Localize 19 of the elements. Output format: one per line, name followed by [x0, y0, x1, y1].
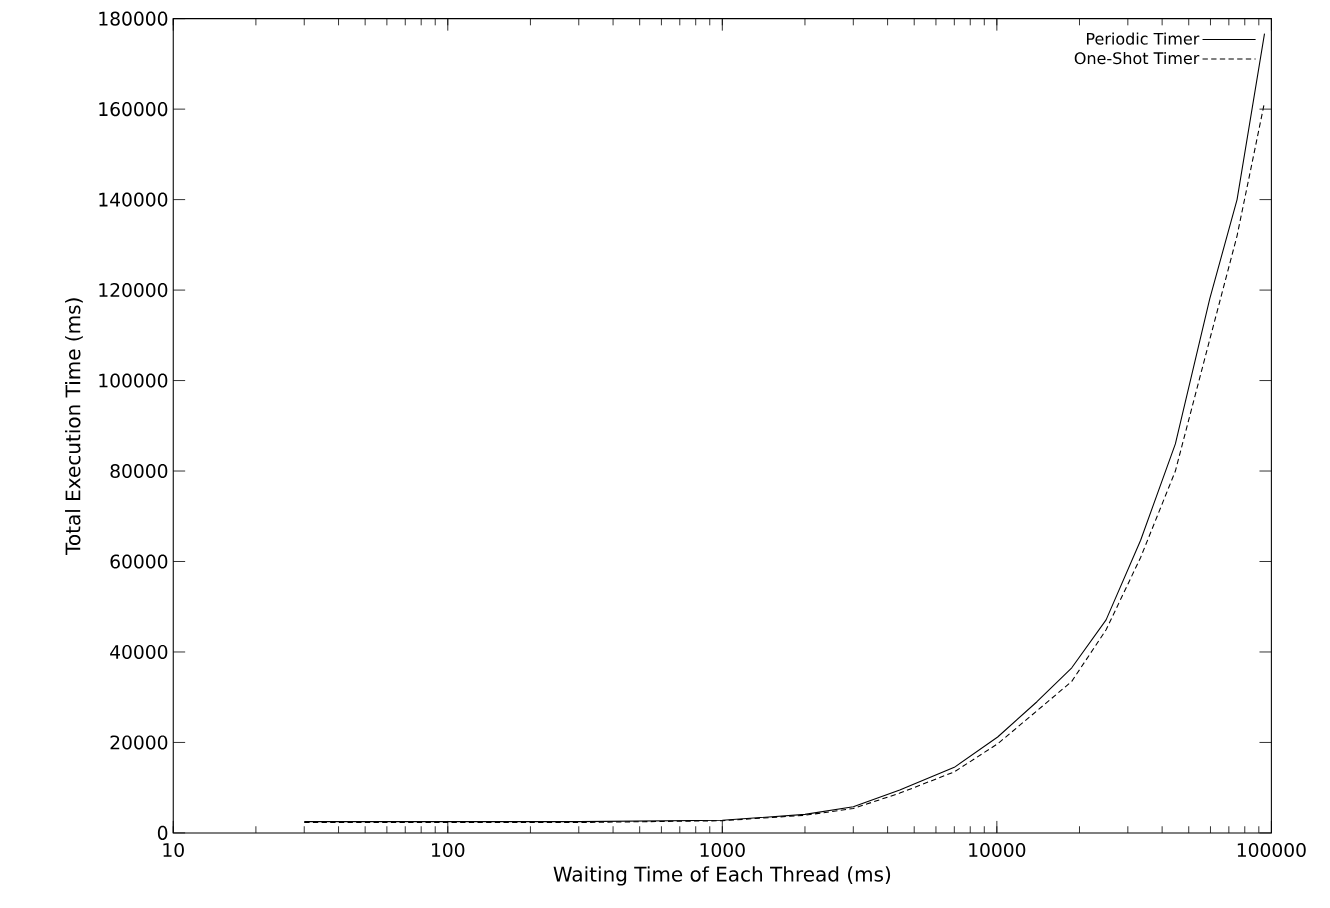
- x-tick-label: 100: [432, 843, 465, 858]
- y-tick-label: 0: [157, 826, 168, 841]
- x-tick-label: 1000: [700, 843, 745, 858]
- x-tick-label: 100000: [1237, 843, 1306, 858]
- y-tick-label: 140000: [99, 192, 168, 207]
- y-tick-label: 160000: [99, 102, 168, 117]
- y-tick-label: 180000: [99, 11, 168, 26]
- y-tick-label: 40000: [110, 645, 168, 660]
- y-tick-label: 60000: [110, 554, 168, 569]
- y-tick-label: 80000: [110, 464, 168, 479]
- legend-label: One-Shot Timer: [1074, 52, 1200, 65]
- legend-label: Periodic Timer: [1086, 32, 1200, 45]
- y-axis-title: Total Execution Time (ms): [65, 298, 83, 556]
- y-tick-label: 20000: [110, 735, 168, 750]
- y-tick-label: 120000: [99, 283, 168, 298]
- y-tick-label: 100000: [99, 373, 168, 388]
- x-tick-label: 10: [163, 843, 184, 858]
- x-axis-title: Waiting Time of Each Thread (ms): [553, 866, 891, 886]
- x-tick-label: 10000: [969, 843, 1026, 858]
